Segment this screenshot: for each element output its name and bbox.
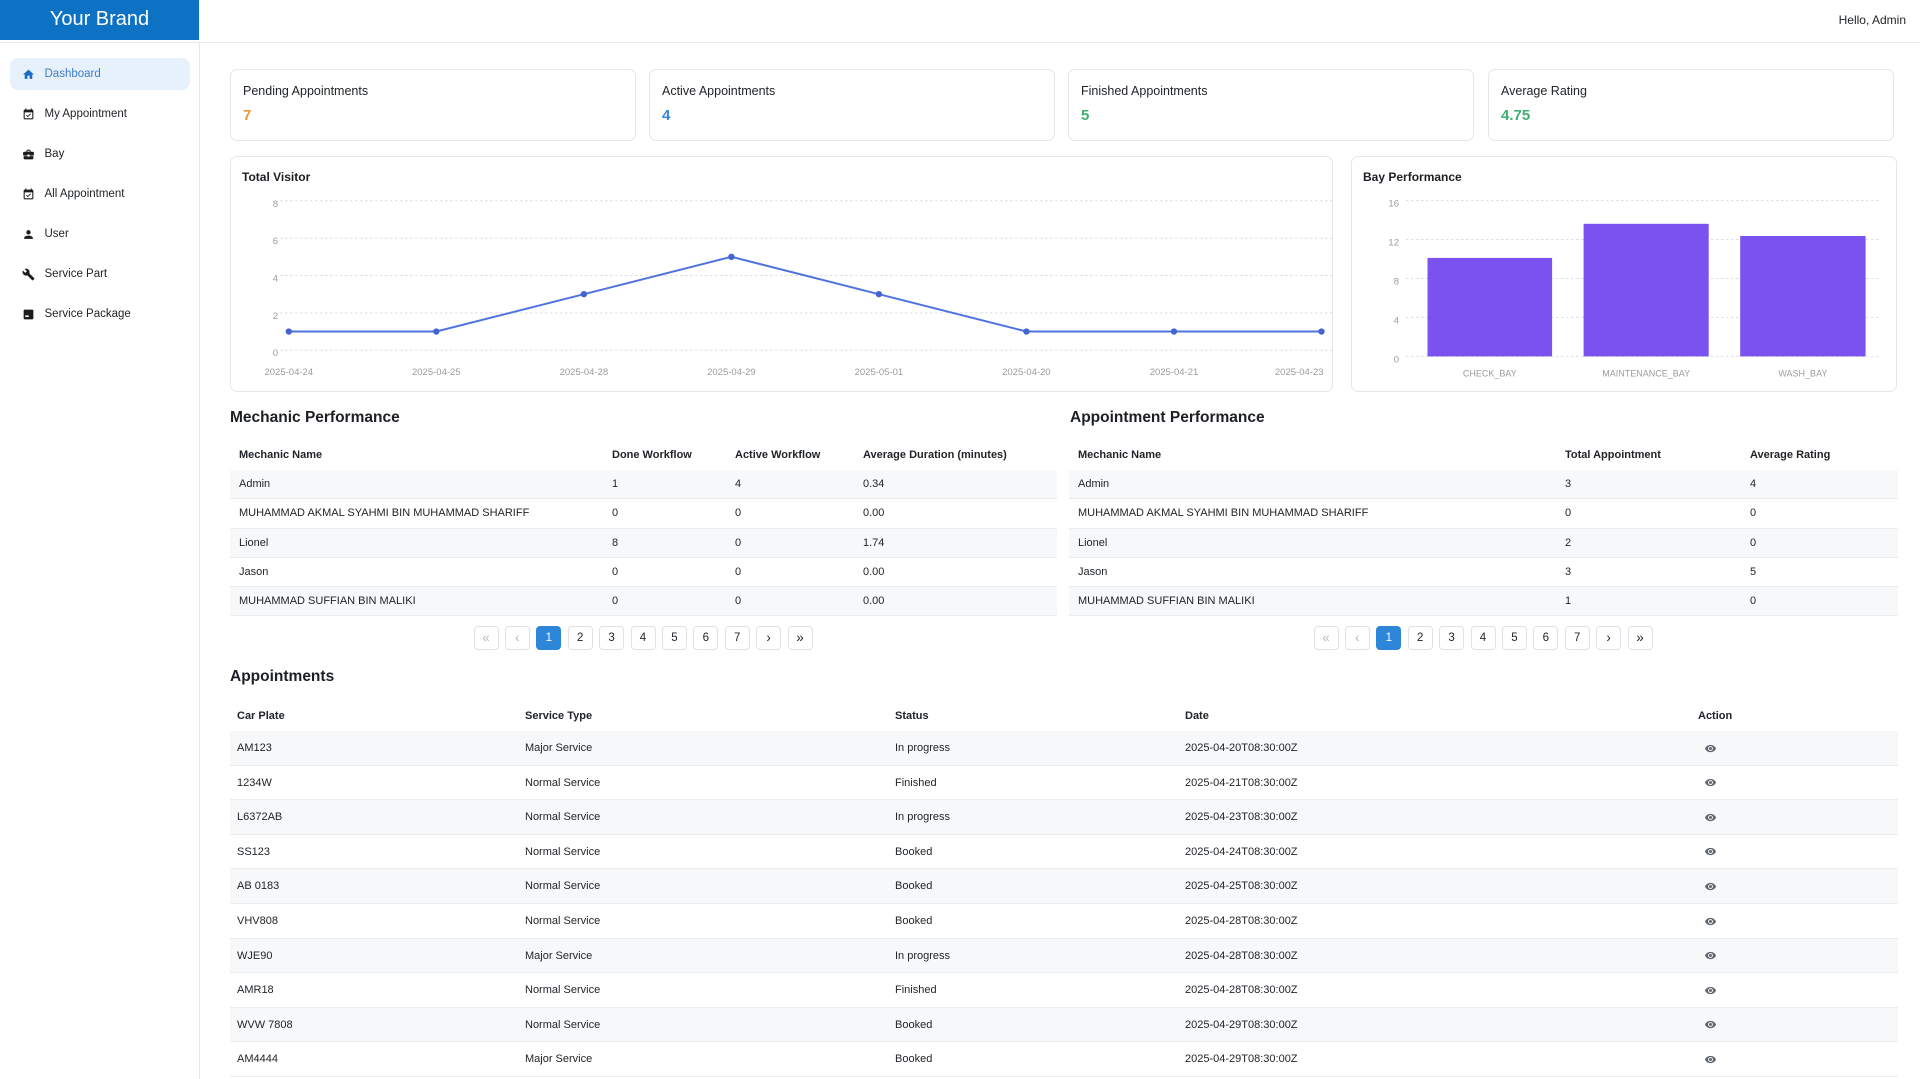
svg-text:8: 8 [273, 199, 278, 210]
svg-text:2: 2 [273, 311, 278, 322]
svg-text:2025-04-23: 2025-04-23 [1275, 367, 1324, 378]
svg-text:2025-04-29: 2025-04-29 [707, 367, 756, 378]
svg-text:2025-05-01: 2025-05-01 [855, 367, 904, 378]
svg-text:2025-04-21: 2025-04-21 [1150, 367, 1199, 378]
svg-text:2025-04-28: 2025-04-28 [560, 367, 609, 378]
svg-text:16: 16 [1388, 199, 1399, 210]
svg-text:WASH_BAY: WASH_BAY [1778, 368, 1827, 378]
svg-text:2025-04-24: 2025-04-24 [264, 367, 313, 378]
svg-text:12: 12 [1388, 238, 1399, 249]
svg-text:0: 0 [1394, 354, 1399, 365]
svg-text:4: 4 [1394, 315, 1399, 326]
svg-text:2025-04-25: 2025-04-25 [412, 367, 461, 378]
svg-text:MAINTENANCE_BAY: MAINTENANCE_BAY [1602, 368, 1690, 378]
svg-text:CHECK_BAY: CHECK_BAY [1463, 368, 1517, 378]
svg-text:4: 4 [273, 274, 278, 285]
svg-text:8: 8 [1394, 277, 1399, 288]
svg-text:2025-04-20: 2025-04-20 [1002, 367, 1051, 378]
svg-text:0: 0 [273, 348, 278, 359]
svg-text:6: 6 [273, 236, 278, 247]
